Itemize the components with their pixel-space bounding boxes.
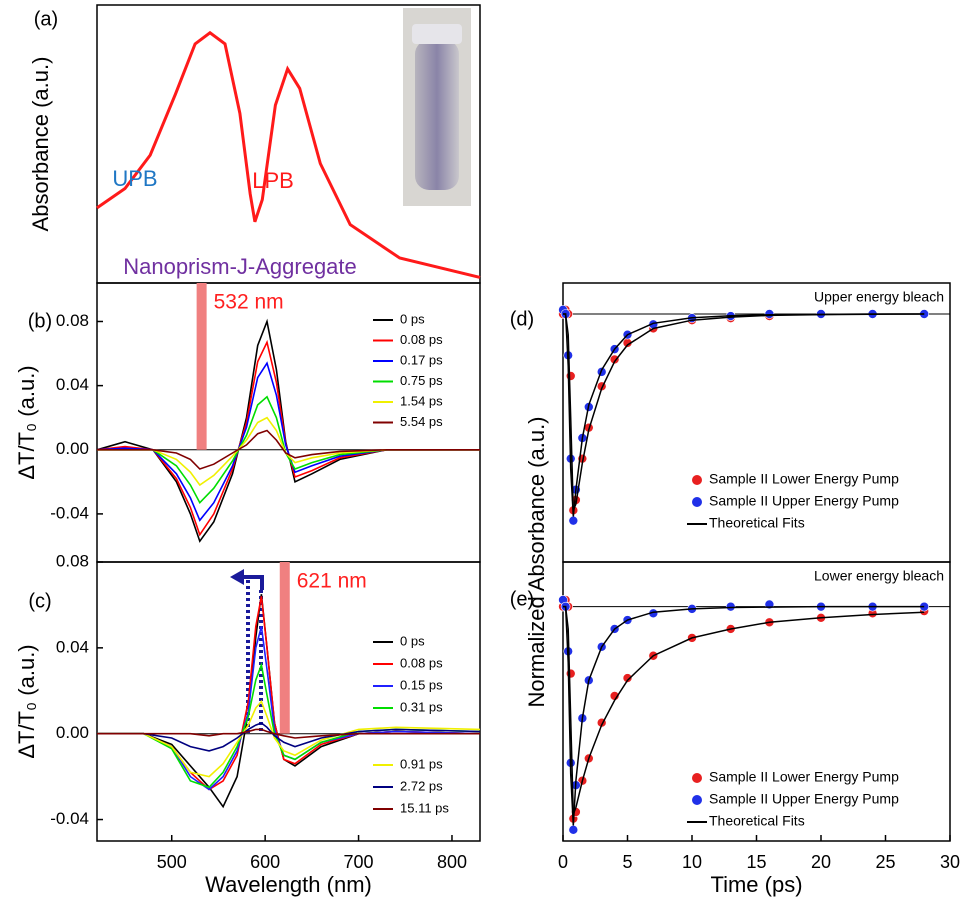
legend-label: 0 ps xyxy=(400,311,425,326)
spectrum-line xyxy=(97,728,480,739)
data-point xyxy=(609,354,620,365)
y-tick-label: 0.04 xyxy=(56,375,89,394)
legend-label: 0.17 ps xyxy=(400,352,443,367)
panel-title: Upper energy bleach xyxy=(814,289,944,305)
pump-label: 532 nm xyxy=(214,291,284,314)
legend-label: 0.08 ps xyxy=(400,655,443,670)
spectrum-line xyxy=(97,722,481,752)
legend-label: 15.11 ps xyxy=(400,800,449,815)
vial-cap xyxy=(412,24,462,44)
legend-label: 0.15 ps xyxy=(400,677,443,692)
data-point xyxy=(725,601,736,612)
legend-label: Sample II Lower Energy Pump xyxy=(709,471,899,487)
legend-label: 0.08 ps xyxy=(400,332,443,347)
y-tick-label: 0.00 xyxy=(56,723,89,742)
legend-marker xyxy=(692,497,702,507)
x-tick-label: 0 xyxy=(558,852,568,872)
legend-label: Theoretical Fits xyxy=(709,813,805,829)
panel-label: (a) xyxy=(34,8,58,30)
fit-line xyxy=(563,313,925,517)
y-tick-label: 0.00 xyxy=(56,439,89,458)
spectrum-line xyxy=(96,30,481,279)
data-point xyxy=(622,673,633,683)
legend-label: Sample II Lower Energy Pump xyxy=(709,769,899,785)
y-axis-label: Absorbance (a.u.) xyxy=(28,57,53,232)
legend-label: 5.54 ps xyxy=(400,414,443,429)
x-tick-label: 20 xyxy=(811,852,831,872)
vial xyxy=(415,40,459,190)
x-axis-label: Time (ps) xyxy=(710,872,802,897)
x-tick-label: 25 xyxy=(875,852,895,872)
legend-label: 0.91 ps xyxy=(400,756,443,771)
y-axis-label: ΔT/T₀ (a.u.) xyxy=(14,644,39,758)
pump-label: 621 nm xyxy=(297,570,367,593)
pump-bar xyxy=(279,562,290,734)
y-tick-label: -0.04 xyxy=(50,503,89,522)
y-tick-label: 0.08 xyxy=(56,551,89,570)
y-axis-label: Normalized Absorbance (a.u.) xyxy=(524,416,549,707)
pump-bar xyxy=(196,283,207,450)
legend-label: 0.31 ps xyxy=(400,699,443,714)
legend-marker xyxy=(692,795,702,805)
spectrum-line xyxy=(96,318,480,543)
spectrum-line xyxy=(97,662,481,789)
spectrum-line xyxy=(97,699,481,778)
legend-label: Theoretical Fits xyxy=(709,515,805,531)
y-axis-label: ΔT/T₀ (a.u.) xyxy=(14,365,39,479)
annotation: LPB xyxy=(252,168,294,193)
x-tick-label: 10 xyxy=(682,852,702,872)
legend-label: 1.54 ps xyxy=(400,393,443,408)
spectrum-line xyxy=(97,395,480,505)
x-tick-label: 30 xyxy=(940,852,960,872)
legend-marker xyxy=(692,475,702,485)
panel-label: (b) xyxy=(28,310,52,332)
spectrum-line xyxy=(97,429,480,470)
data-point xyxy=(565,371,576,381)
x-tick-label: 600 xyxy=(250,852,280,872)
x-tick-label: 700 xyxy=(344,852,374,872)
panel-title: Lower energy bleach xyxy=(814,568,944,584)
x-tick-label: 800 xyxy=(437,852,467,872)
panel-label: (c) xyxy=(28,590,51,612)
x-tick-label: 500 xyxy=(157,852,187,872)
spectrum-line xyxy=(96,361,480,522)
fit-line xyxy=(563,605,925,815)
data-point xyxy=(568,515,579,526)
y-tick-label: -0.04 xyxy=(50,809,89,828)
x-axis-label: Wavelength (nm) xyxy=(205,872,372,897)
legend-label: 0 ps xyxy=(400,633,425,648)
panel-label: (d) xyxy=(510,308,534,330)
y-tick-label: 0.08 xyxy=(56,311,89,330)
legend-label: 0.75 ps xyxy=(400,373,443,388)
legend-label: Sample II Upper Energy Pump xyxy=(709,493,899,509)
data-point xyxy=(565,668,576,679)
panel-label: (e) xyxy=(510,588,534,610)
x-tick-label: 5 xyxy=(622,852,632,872)
x-tick-label: 15 xyxy=(746,852,766,872)
legend-label: 2.72 ps xyxy=(400,778,443,793)
spectrum-line xyxy=(96,339,480,537)
data-point xyxy=(764,309,775,319)
spectrum-line xyxy=(97,416,480,487)
annotation: Nanoprism-J-Aggregate xyxy=(123,254,357,279)
legend-marker xyxy=(692,773,702,783)
legend-label: Sample II Upper Energy Pump xyxy=(709,791,899,807)
fit-line xyxy=(563,605,925,826)
annotation: UPB xyxy=(112,166,157,191)
y-tick-label: 0.04 xyxy=(56,637,89,656)
data-point xyxy=(568,825,579,835)
